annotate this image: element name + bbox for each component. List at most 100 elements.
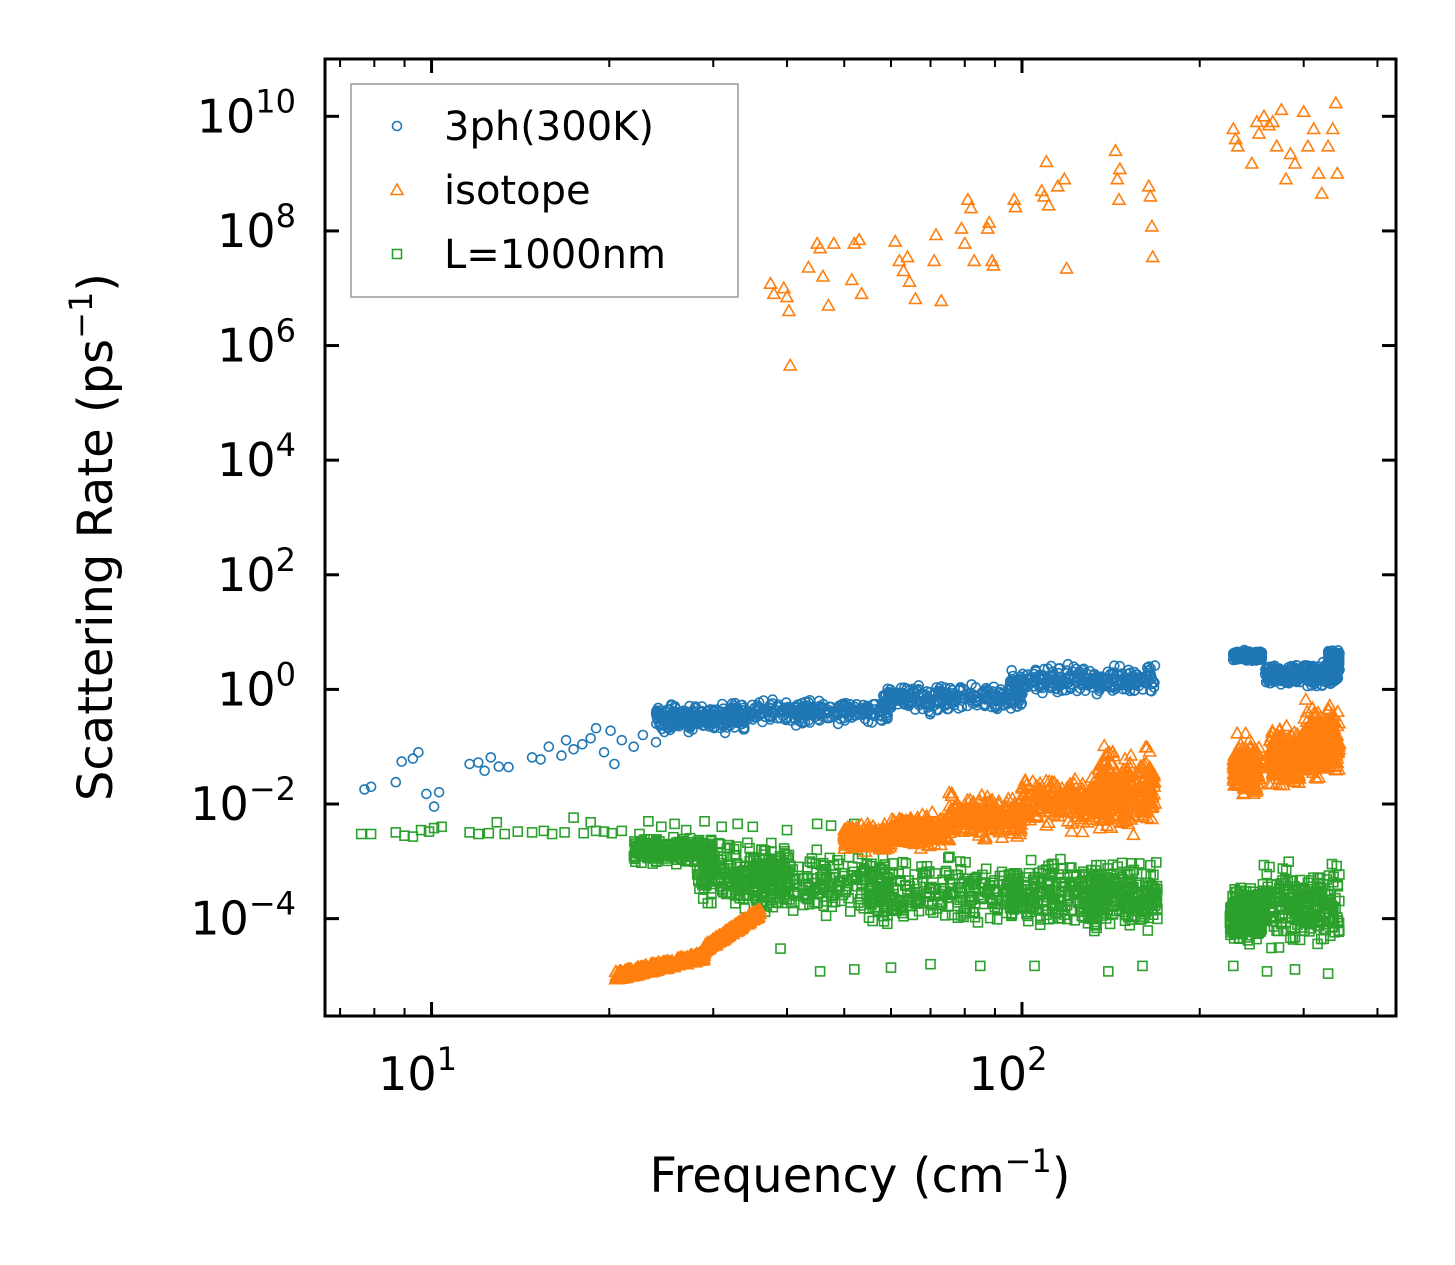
- data-point: [747, 821, 759, 833]
- data-point: [874, 862, 885, 873]
- data-point: [1284, 903, 1295, 915]
- data-point: [1055, 853, 1066, 865]
- data-point: [916, 861, 927, 872]
- data-point: [781, 824, 793, 836]
- data-point: [992, 887, 1003, 898]
- data-point: [1036, 886, 1047, 898]
- data-point: [703, 936, 719, 950]
- data-point: [843, 892, 854, 904]
- data-point: [898, 910, 909, 922]
- data-point: [1042, 884, 1054, 896]
- data-point: [1037, 865, 1048, 877]
- data-point: [637, 839, 649, 850]
- data-point: [1136, 913, 1148, 925]
- data-point: [700, 935, 716, 949]
- data-point: [758, 876, 770, 888]
- data-point: [1064, 862, 1075, 873]
- data-point: [833, 858, 845, 870]
- data-point: [887, 858, 899, 869]
- data-point: [1007, 880, 1018, 892]
- data-point: [1311, 904, 1323, 916]
- data-point: [729, 849, 741, 861]
- data-point: [966, 875, 978, 887]
- data-point: [889, 905, 901, 916]
- data-point: [648, 853, 660, 864]
- data-point: [616, 825, 628, 837]
- data-point: [980, 863, 992, 875]
- data-point: [873, 882, 885, 893]
- data-point: [1283, 856, 1294, 868]
- data-point: [825, 820, 837, 831]
- data-point: [901, 897, 912, 908]
- data-point: [930, 868, 942, 879]
- series-square-group: [355, 812, 1345, 979]
- data-point: [925, 958, 936, 970]
- data-point: [1300, 917, 1311, 929]
- data-point: [1037, 903, 1049, 915]
- data-point: [863, 868, 875, 879]
- data-point: [761, 865, 773, 877]
- data-point: [879, 890, 890, 902]
- data-point: [684, 845, 696, 857]
- data-point: [787, 905, 799, 916]
- data-point: [955, 863, 967, 875]
- data-point: [656, 958, 672, 972]
- data-point: [704, 869, 715, 880]
- data-point: [1285, 921, 1297, 933]
- data-point: [568, 812, 579, 823]
- data-point: [1287, 934, 1299, 945]
- data-point: [1143, 881, 1154, 893]
- data-point: [801, 870, 813, 882]
- data-point: [1306, 922, 1317, 934]
- data-point: [1309, 889, 1321, 901]
- data-point: [826, 901, 838, 913]
- data-point: [644, 963, 659, 977]
- data-point: [415, 824, 427, 836]
- data-point: [1034, 919, 1046, 931]
- data-point: [1120, 897, 1131, 909]
- data-point: [1267, 910, 1279, 922]
- data-point: [630, 856, 641, 868]
- data-point: [898, 895, 910, 906]
- data-point: [814, 966, 826, 977]
- data-point: [1280, 873, 1291, 885]
- data-point: [1005, 869, 1017, 881]
- data-point: [737, 875, 748, 887]
- data-point: [1327, 903, 1338, 915]
- data-point: [723, 839, 735, 851]
- data-point: [1232, 923, 1243, 934]
- data-point: [724, 920, 740, 934]
- data-point: [1078, 866, 1089, 878]
- data-point: [1261, 868, 1273, 880]
- data-point: [811, 818, 823, 830]
- data-point: [921, 891, 933, 903]
- data-point: [848, 964, 860, 975]
- data-point: [651, 954, 666, 968]
- data-point: [1107, 908, 1119, 919]
- data-point: [989, 874, 1000, 886]
- data-point: [598, 826, 610, 837]
- data-point: [654, 840, 666, 851]
- data-point: [992, 902, 1004, 914]
- data-point: [760, 873, 771, 884]
- data-point: [940, 865, 952, 877]
- data-point: [879, 902, 890, 914]
- series-triangle-group: [608, 95, 1347, 985]
- data-point: [932, 890, 944, 902]
- data-point: [1321, 903, 1333, 915]
- data-point: [407, 831, 419, 842]
- data-point: [578, 827, 590, 839]
- data-point: [773, 885, 785, 896]
- data-point: [939, 910, 951, 921]
- data-point: [1086, 906, 1097, 918]
- data-point: [1254, 923, 1266, 935]
- data-point: [946, 889, 958, 901]
- data-point: [748, 908, 763, 922]
- data-point: [1024, 887, 1036, 898]
- data-point: [844, 906, 856, 917]
- data-point: [893, 868, 905, 880]
- data-point: [944, 851, 955, 863]
- data-point: [836, 895, 848, 907]
- data-point: [1117, 876, 1129, 888]
- data-point: [590, 825, 602, 837]
